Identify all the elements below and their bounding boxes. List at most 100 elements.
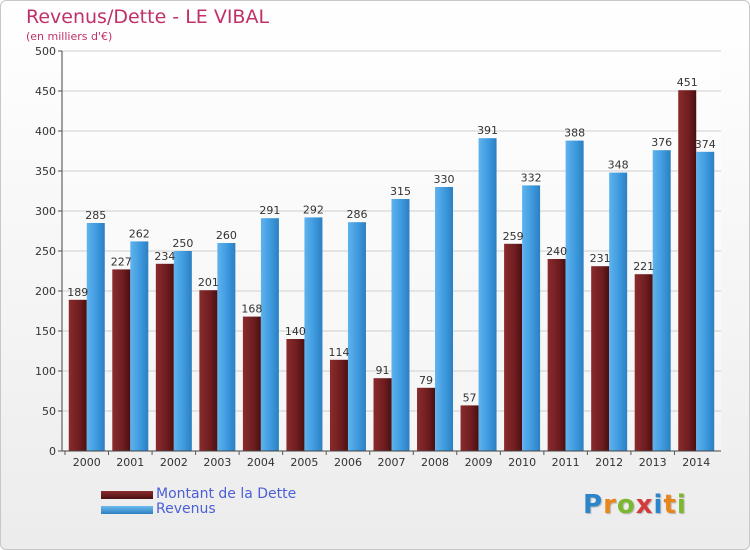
bar-revenus (217, 243, 236, 451)
legend-swatch-dette (101, 491, 153, 499)
y-tick-label: 250 (35, 245, 56, 258)
bar-dette (155, 263, 174, 451)
y-tick-label: 500 (35, 45, 56, 58)
data-label-dette: 231 (590, 252, 611, 265)
bar-revenus (435, 187, 454, 451)
data-label-revenus: 286 (346, 208, 367, 221)
bar-dette (329, 359, 348, 451)
legend-label-revenus: Revenus (156, 501, 216, 517)
x-tick-label: 2007 (378, 456, 406, 469)
bar-dette (678, 90, 697, 451)
y-tick-label: 50 (42, 405, 56, 418)
bar-revenus (304, 217, 323, 451)
bar-dette (373, 378, 392, 451)
bar-dette (286, 339, 305, 451)
data-label-revenus: 315 (390, 185, 411, 198)
x-tick-label: 2006 (334, 456, 362, 469)
legend-swatch-revenus (101, 506, 153, 514)
logo-letter: o (616, 490, 636, 520)
data-label-dette: 57 (463, 391, 477, 404)
chart-title: Revenus/Dette - LE VIBAL (26, 6, 270, 28)
bar-dette (68, 299, 87, 451)
logo-letter: x (635, 490, 654, 520)
bars-layer (68, 90, 715, 452)
data-label-dette: 168 (241, 303, 262, 316)
data-label-dette: 234 (154, 250, 175, 263)
bar-revenus (696, 151, 715, 452)
data-label-revenus: 376 (651, 136, 672, 149)
logo-letter: i (676, 490, 687, 520)
bar-revenus (652, 150, 671, 451)
bar-revenus (565, 140, 584, 451)
bar-revenus (391, 199, 410, 451)
logo-letter: i (653, 490, 664, 520)
bar-revenus (260, 218, 279, 451)
x-tick-label: 2003 (203, 456, 231, 469)
data-label-revenus: 285 (85, 209, 106, 222)
y-tick-label: 150 (35, 325, 56, 338)
data-label-revenus: 348 (608, 159, 629, 172)
y-tick-label: 0 (49, 445, 56, 458)
axis-layer: 0 50 100 150 200 250 300 350 400 450 500 2000 2001 20… (35, 45, 721, 469)
bar-dette (460, 405, 479, 451)
y-tick-label: 100 (35, 365, 56, 378)
data-label-dette: 140 (285, 325, 306, 338)
chart-subtitle: (en milliers d'€) (26, 30, 113, 43)
bar-dette (634, 274, 653, 451)
data-label-revenus: 391 (477, 124, 498, 137)
x-tick-label: 2005 (290, 456, 318, 469)
bar-dette (199, 290, 218, 451)
x-tick-label: 2001 (116, 456, 144, 469)
data-label-revenus: 330 (434, 173, 455, 186)
bar-revenus (173, 251, 192, 451)
logo-letter: r (603, 490, 617, 520)
bar-dette (504, 243, 523, 451)
bar-revenus (130, 241, 149, 451)
y-tick-label: 400 (35, 125, 56, 138)
x-tick-label: 2004 (247, 456, 275, 469)
logo-letter: P (583, 490, 604, 520)
data-label-dette: 114 (328, 346, 349, 359)
y-tick-label: 450 (35, 85, 56, 98)
data-label-revenus: 262 (129, 227, 150, 240)
x-tick-label: 2008 (421, 456, 449, 469)
data-label-dette: 91 (376, 364, 390, 377)
data-label-dette: 451 (677, 76, 698, 89)
data-label-revenus: 291 (259, 204, 280, 217)
x-tick-label: 2000 (73, 456, 101, 469)
data-label-revenus: 388 (564, 127, 585, 140)
bar-revenus (478, 138, 497, 451)
bar-dette (417, 387, 436, 451)
legend-label-dette: Montant de la Dette (156, 486, 297, 502)
bar-dette (547, 259, 566, 451)
data-label-dette: 189 (67, 286, 88, 299)
data-label-revenus: 260 (216, 229, 237, 242)
data-label-revenus: 332 (521, 171, 542, 184)
data-label-revenus: 250 (172, 237, 193, 250)
y-tick-label: 300 (35, 205, 56, 218)
y-tick-label: 350 (35, 165, 56, 178)
proxiti-logo: Proxiti (583, 490, 687, 520)
data-label-dette: 227 (111, 255, 132, 268)
x-tick-label: 2014 (682, 456, 710, 469)
bar-dette (242, 316, 261, 451)
data-label-revenus: 374 (695, 138, 716, 151)
data-label-dette: 259 (503, 230, 524, 243)
data-label-dette: 221 (633, 260, 654, 273)
x-tick-label: 2010 (508, 456, 536, 469)
data-label-dette: 79 (419, 374, 433, 387)
bar-revenus (347, 222, 366, 451)
x-tick-label: 2012 (595, 456, 623, 469)
data-label-dette: 201 (198, 276, 219, 289)
data-label-dette: 240 (546, 245, 567, 258)
bar-dette (591, 266, 610, 451)
y-tick-label: 200 (35, 285, 56, 298)
data-label-revenus: 292 (303, 203, 324, 216)
x-tick-label: 2002 (160, 456, 188, 469)
bar-dette (112, 269, 131, 451)
logo-letter: t (663, 490, 677, 520)
bar-revenus (609, 172, 628, 451)
